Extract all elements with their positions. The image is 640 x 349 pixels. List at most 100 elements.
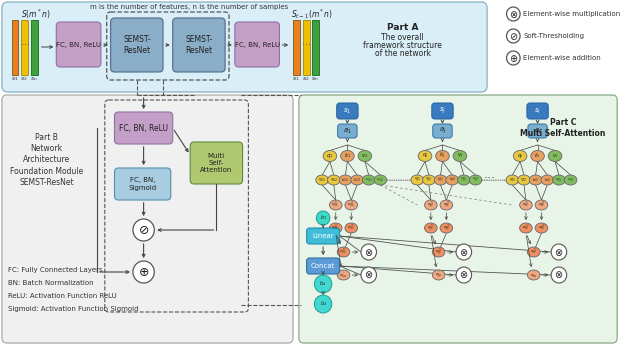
Circle shape [551,244,566,260]
Text: $a_1$: $a_1$ [343,126,352,136]
Text: $\alpha_{1c}^{1''}$: $\alpha_{1c}^{1''}$ [339,247,348,257]
Text: ...: ... [484,169,496,181]
Ellipse shape [535,200,548,210]
Ellipse shape [552,175,565,185]
Text: $q_1$: $q_1$ [326,152,333,160]
FancyBboxPatch shape [115,168,171,200]
Text: $\otimes$: $\otimes$ [554,246,564,258]
Text: $\alpha_{1c}^2$: $\alpha_{1c}^2$ [347,200,355,210]
Text: $q_j$: $q_j$ [422,151,428,161]
Text: $k_j$: $k_j$ [439,151,445,161]
Ellipse shape [520,223,532,233]
FancyBboxPatch shape [173,18,225,72]
Ellipse shape [351,175,364,185]
Ellipse shape [340,150,354,162]
Text: $s_1$: $s_1$ [11,75,19,83]
Ellipse shape [434,175,447,185]
Text: $\otimes$: $\otimes$ [554,269,564,281]
Text: $\alpha_{ic}^2$: $\alpha_{ic}^2$ [538,200,545,210]
Bar [12,20,19,75]
Ellipse shape [345,223,358,233]
Text: $\otimes$: $\otimes$ [364,269,373,281]
Text: SEMST-
ResNet: SEMST- ResNet [123,35,150,55]
Circle shape [314,295,332,313]
FancyBboxPatch shape [111,18,163,72]
Ellipse shape [345,200,358,210]
Text: $\alpha_{jc}^2$: $\alpha_{jc}^2$ [443,199,450,211]
Text: $k_{11}$: $k_{11}$ [341,176,349,184]
Text: $v_1$: $v_1$ [361,152,369,160]
Text: $k_{i2}$: $k_{i2}$ [544,176,551,184]
Ellipse shape [440,200,452,210]
Ellipse shape [374,175,387,185]
FancyBboxPatch shape [115,112,173,144]
Text: Part A: Part A [387,23,419,32]
Circle shape [314,275,332,293]
Circle shape [456,244,472,260]
Text: Element-wise addition: Element-wise addition [523,55,601,61]
Text: Soft-Thresholding: Soft-Thresholding [523,33,584,39]
Ellipse shape [535,223,548,233]
Text: $\oplus$: $\oplus$ [138,266,149,279]
FancyBboxPatch shape [307,258,340,274]
FancyBboxPatch shape [307,228,340,244]
Ellipse shape [432,247,445,257]
Text: $s_n$: $s_n$ [312,75,319,83]
Ellipse shape [513,150,527,162]
Text: Part C
Multi Self-Attention: Part C Multi Self-Attention [520,118,605,138]
Ellipse shape [548,150,562,162]
FancyBboxPatch shape [338,124,357,138]
Bar [21,20,28,75]
Text: Element-wise multiplication: Element-wise multiplication [523,11,620,17]
Text: $s_1$: $s_1$ [292,75,300,83]
Ellipse shape [453,150,467,162]
Text: $s_j$: $s_j$ [439,106,446,116]
FancyBboxPatch shape [528,124,547,138]
Text: m is the number of features, n is the number of samples: m is the number of features, n is the nu… [90,4,289,10]
Text: $\alpha_{ju}^{'}$: $\alpha_{ju}^{'}$ [435,269,442,281]
FancyBboxPatch shape [299,95,617,343]
Text: framework structure: framework structure [364,42,442,51]
Ellipse shape [446,175,458,185]
Text: $\alpha_{ic}^{1'}$: $\alpha_{ic}^{1'}$ [522,223,530,233]
Circle shape [316,211,330,225]
Text: $q_{j2}$: $q_{j2}$ [425,176,433,184]
Text: $v_{j1}$: $v_{j1}$ [460,176,467,184]
Ellipse shape [328,175,340,185]
Text: $v_{i1}$: $v_{i1}$ [556,176,563,184]
Ellipse shape [529,175,542,185]
Circle shape [506,7,520,21]
Ellipse shape [506,175,518,185]
Text: $q_{i2}$: $q_{i2}$ [520,176,527,184]
Circle shape [361,267,376,283]
Text: $q_{12}$: $q_{12}$ [330,176,338,184]
Text: FC, BN, ReLU: FC, BN, ReLU [56,42,101,48]
Text: FC, BN,
Sigmoid: FC, BN, Sigmoid [129,177,157,191]
Text: $\alpha_{jc}^{1'}$: $\alpha_{jc}^{1'}$ [427,222,435,234]
Text: Multi
Self-
Attention: Multi Self- Attention [200,153,232,173]
Text: $\alpha_{1c}^{1'}$: $\alpha_{1c}^{1'}$ [332,223,340,233]
Text: BN: Batch Normalization: BN: Batch Normalization [8,280,93,286]
Ellipse shape [330,200,342,210]
FancyBboxPatch shape [432,103,453,119]
Circle shape [551,267,566,283]
Text: $\alpha_{iu}^{'}$: $\alpha_{iu}^{'}$ [530,270,538,280]
Text: $\alpha_{ic}^{1''}$: $\alpha_{ic}^{1''}$ [530,247,538,257]
Text: $s_i$: $s_i$ [534,106,541,116]
Text: $\otimes$: $\otimes$ [364,246,373,258]
Text: $k_1$: $k_1$ [344,151,351,161]
Ellipse shape [339,175,352,185]
Ellipse shape [518,175,531,185]
Text: FC: Fully Connected Layers: FC: Fully Connected Layers [8,267,102,273]
Bar [303,20,310,75]
FancyBboxPatch shape [337,103,358,119]
Text: The overall: The overall [381,34,424,43]
Text: $a_i$: $a_i$ [534,126,541,136]
Bar [31,20,38,75]
Text: $q_{j1}$: $q_{j1}$ [413,176,421,184]
Text: Part B
Network
Architecture
Foundation Module
SEMST-ResNet: Part B Network Architecture Foundation M… [10,133,83,187]
Text: $k_{i1}$: $k_{i1}$ [532,176,539,184]
Text: $v_{i2}$: $v_{i2}$ [567,176,574,184]
Text: ...: ... [302,37,311,47]
Text: $s_n$: $s_n$ [30,75,38,83]
